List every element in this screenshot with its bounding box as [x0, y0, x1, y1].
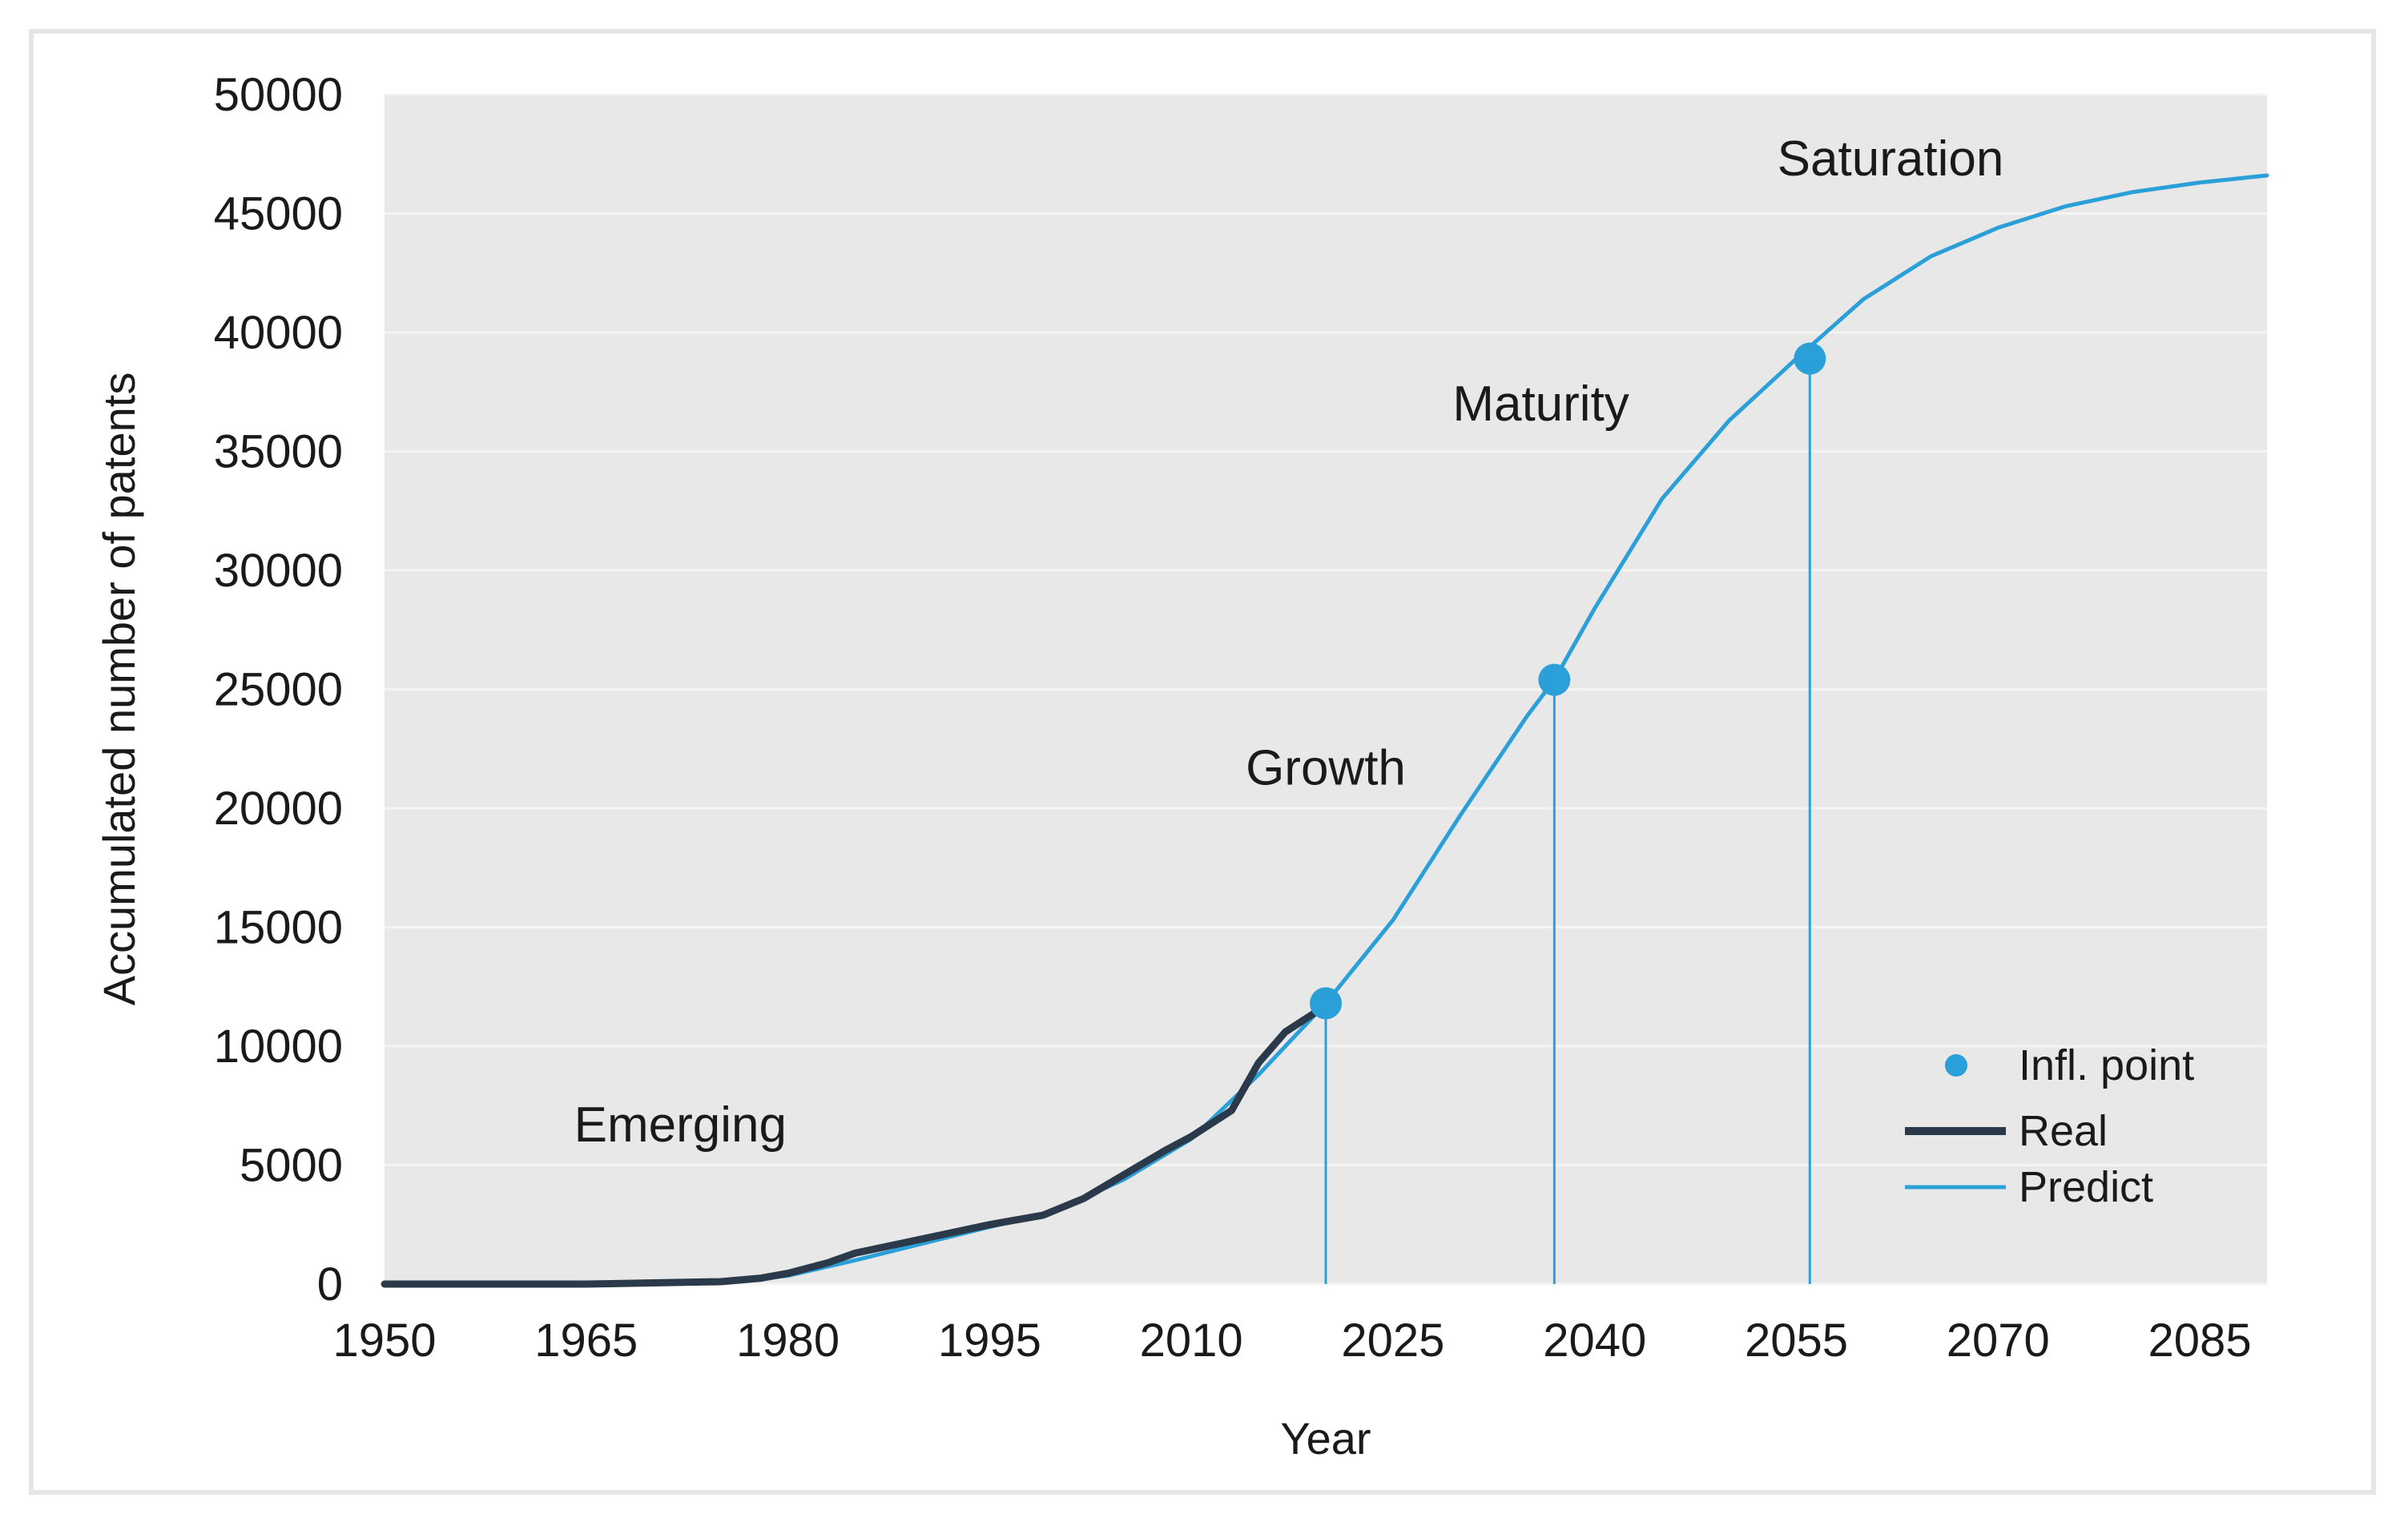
- y-tick-label-45000: 45000: [214, 188, 343, 240]
- y-tick-label-10000: 10000: [214, 1021, 343, 1073]
- x-tick-label-1995: 1995: [938, 1315, 1041, 1367]
- y-tick-label-30000: 30000: [214, 545, 343, 597]
- y-tick-label-0: 0: [317, 1258, 343, 1311]
- x-tick-label-2025: 2025: [1341, 1315, 1444, 1367]
- x-tick-label-2055: 2055: [1745, 1315, 1848, 1367]
- phase-annotations: Emerging Growth Maturity Saturation: [574, 131, 2004, 1153]
- phase-label-growth: Growth: [1246, 740, 1406, 795]
- y-tick-label-5000: 5000: [240, 1140, 343, 1192]
- x-tick-label-2085: 2085: [2148, 1315, 2252, 1367]
- x-tick-label-2040: 2040: [1543, 1315, 1646, 1367]
- x-axis-title: Year: [1280, 1413, 1371, 1464]
- phase-label-maturity: Maturity: [1452, 376, 1629, 432]
- inflection-point-1: [1310, 987, 1342, 1020]
- x-tick-label-1950: 1950: [332, 1315, 436, 1367]
- gridlines: [385, 93, 2267, 1286]
- y-tick-label-50000: 50000: [214, 69, 343, 121]
- y-tick-label-35000: 35000: [214, 426, 343, 478]
- x-tick-labels: 1950 1965 1980 1995 2010 2025 2040 2055 2070 2085: [332, 1315, 2251, 1367]
- x-tick-label-2070: 2070: [1947, 1315, 2050, 1367]
- x-tick-label-2010: 2010: [1140, 1315, 1243, 1367]
- inflection-point-3: [1794, 342, 1826, 375]
- x-tick-label-1965: 1965: [534, 1315, 638, 1367]
- y-tick-label-25000: 25000: [214, 664, 343, 716]
- x-tick-label-1980: 1980: [736, 1315, 840, 1367]
- y-axis-title: Accumulated number of patents: [94, 372, 144, 1006]
- y-tick-label-20000: 20000: [214, 783, 343, 835]
- inflection-points: [1310, 342, 1826, 1020]
- inflection-drop-lines: [1324, 358, 1811, 1284]
- y-tick-label-40000: 40000: [214, 307, 343, 359]
- legend-predict-label: Predict: [2019, 1163, 2153, 1211]
- legend-infl-point-marker: [1945, 1054, 1967, 1077]
- series-line-real: [381, 1002, 1330, 1288]
- y-tick-label-15000: 15000: [214, 902, 343, 954]
- legend: Infl. point Real Predict: [1905, 1041, 2194, 1211]
- series-lines: [381, 173, 2269, 1288]
- inflection-point-2: [1538, 663, 1571, 696]
- legend-infl-point-label: Infl. point: [2019, 1041, 2194, 1089]
- phase-label-saturation: Saturation: [1778, 131, 2004, 187]
- legend-real-label: Real: [2019, 1107, 2108, 1155]
- phase-label-emerging: Emerging: [574, 1097, 787, 1153]
- y-tick-labels: 0 5000 10000 15000 20000 25000 30000 35000 40000…: [214, 69, 343, 1311]
